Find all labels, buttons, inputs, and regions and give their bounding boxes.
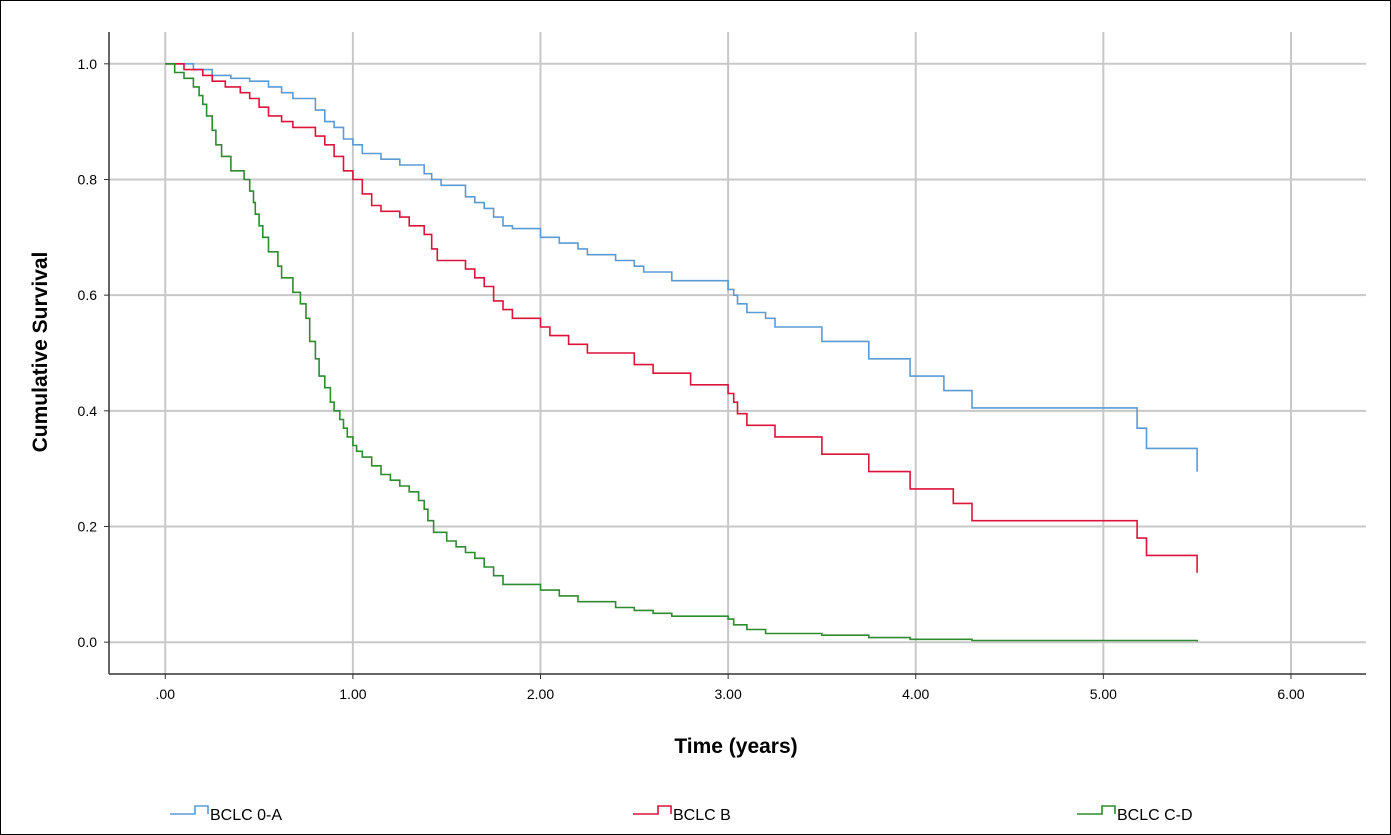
x-tick-label: 1.00 bbox=[339, 686, 366, 702]
x-tick-label: 6.00 bbox=[1277, 686, 1304, 702]
legend-label: BCLC B bbox=[673, 807, 731, 824]
y-tick-label: 0.2 bbox=[78, 519, 98, 535]
series-lines bbox=[165, 63, 1198, 642]
legend-item-bclc-0-a: BCLC 0-A bbox=[170, 805, 282, 824]
y-tick-label: 0.0 bbox=[78, 634, 98, 650]
plot-background bbox=[109, 32, 1366, 674]
y-tick-label: 1.0 bbox=[78, 56, 98, 72]
legend: BCLC 0-A BCLC B BCLC C-D bbox=[170, 805, 1193, 824]
legend-swatch bbox=[1077, 805, 1116, 815]
y-tick-label: 0.4 bbox=[78, 403, 98, 419]
x-tick-label: .00 bbox=[156, 686, 176, 702]
x-axis-title: Time (years) bbox=[674, 735, 797, 758]
legend-label: BCLC 0-A bbox=[210, 807, 282, 824]
series-line-bclc-b bbox=[165, 63, 1198, 573]
legend-swatch bbox=[170, 805, 209, 815]
axes bbox=[104, 32, 1366, 679]
y-axis-title: Cumulative Survival bbox=[29, 252, 52, 453]
series-line-bclc-c-d bbox=[165, 63, 1198, 642]
series-line-bclc-0-a bbox=[165, 63, 1198, 472]
y-tick-label: 0.8 bbox=[78, 171, 98, 187]
x-tick-label: 5.00 bbox=[1090, 686, 1117, 702]
legend-swatch bbox=[633, 805, 672, 815]
legend-item-bclc-c-d: BCLC C-D bbox=[1077, 805, 1193, 824]
x-tick-labels: .00 1.00 2.00 3.00 4.00 5.00 6.00 bbox=[156, 686, 1305, 702]
y-tick-label: 0.6 bbox=[78, 287, 98, 303]
x-tick-label: 4.00 bbox=[902, 686, 929, 702]
legend-item-bclc-b: BCLC B bbox=[633, 805, 731, 824]
legend-label: BCLC C-D bbox=[1117, 807, 1193, 824]
x-tick-label: 3.00 bbox=[714, 686, 741, 702]
x-tick-label: 2.00 bbox=[527, 686, 554, 702]
y-gridlines bbox=[109, 62, 1366, 644]
plot-area bbox=[109, 32, 1366, 674]
y-tick-labels: 0.0 0.2 0.4 0.6 0.8 1.0 bbox=[78, 56, 98, 650]
